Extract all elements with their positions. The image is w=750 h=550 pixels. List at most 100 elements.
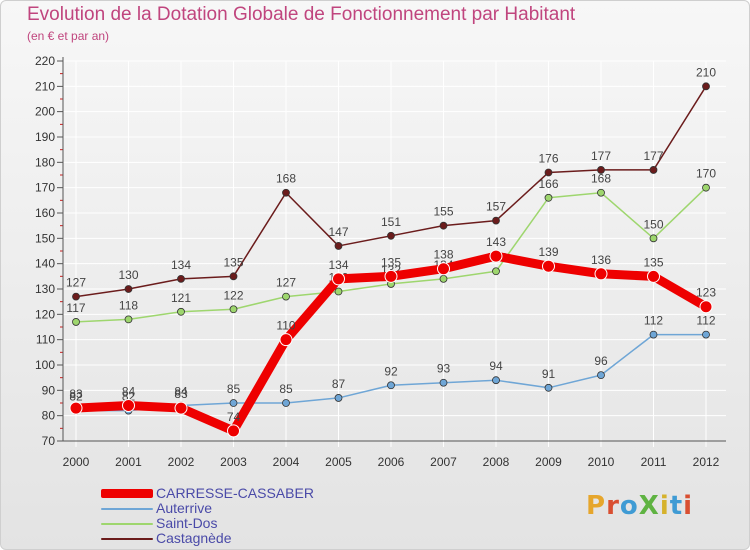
- x-tick-label: 2010: [588, 455, 615, 469]
- data-label-castagnede: 210: [696, 65, 716, 79]
- data-label-carresse-cassaber: 139: [538, 245, 558, 259]
- data-label-saint-dos: 117: [66, 301, 85, 315]
- y-tick-label: 220: [35, 54, 55, 68]
- y-tick-label: 160: [35, 206, 55, 220]
- data-point-saint-dos: [229, 305, 238, 314]
- data-point-carresse-cassaber: [332, 272, 345, 286]
- y-tick-label: 100: [35, 358, 55, 372]
- y-tick-label: 200: [35, 105, 55, 119]
- legend-swatch: [101, 508, 153, 510]
- data-label-saint-dos: 168: [591, 172, 611, 186]
- data-label-castagnede: 130: [118, 268, 138, 282]
- data-label-carresse-cassaber: 138: [433, 248, 453, 262]
- legend-label: CARRESSE-CASSABER: [156, 485, 314, 501]
- data-label-castagnede: 177: [591, 149, 611, 163]
- data-label-carresse-cassaber: 83: [69, 387, 83, 401]
- data-point-carresse-cassaber: [174, 401, 188, 415]
- data-point-saint-dos: [177, 307, 185, 316]
- x-tick-label: 2008: [483, 455, 510, 469]
- data-point-castagnede: [649, 166, 658, 174]
- data-point-auterrive: [439, 378, 448, 387]
- y-tick-label: 150: [35, 231, 55, 245]
- data-point-castagnede: [334, 242, 343, 250]
- data-point-saint-dos: [439, 274, 448, 283]
- data-point-castagnede: [387, 231, 395, 240]
- data-point-castagnede: [282, 188, 290, 197]
- legend-item: CARRESSE-CASSABER: [101, 485, 401, 501]
- data-point-castagnede: [492, 216, 500, 225]
- y-tick-label: 90: [42, 383, 56, 397]
- logo-letter: t: [669, 491, 684, 521]
- data-point-saint-dos: [334, 287, 343, 296]
- data-label-castagnede: 157: [486, 200, 506, 214]
- data-label-carresse-cassaber: 143: [486, 235, 506, 249]
- x-tick-label: 2001: [115, 455, 142, 469]
- data-point-castagnede: [72, 292, 80, 301]
- data-point-saint-dos: [124, 315, 133, 324]
- data-point-castagnede: [597, 166, 605, 174]
- y-tick-label: 120: [35, 307, 55, 321]
- legend-swatch: [101, 538, 153, 540]
- logo-letter: i: [683, 491, 694, 521]
- data-label-carresse-cassaber: 135: [643, 255, 663, 269]
- legend-swatch: [101, 523, 153, 525]
- data-label-auterrive: 82: [69, 390, 83, 404]
- data-label-castagnede: 135: [223, 255, 243, 269]
- legend-swatch: [101, 489, 153, 498]
- data-point-auterrive: [229, 399, 238, 407]
- data-label-carresse-cassaber: 74: [227, 410, 241, 424]
- data-point-carresse-cassaber: [489, 249, 503, 263]
- data-label-castagnede: 168: [276, 172, 296, 186]
- data-point-carresse-cassaber: [647, 269, 660, 283]
- data-label-auterrive: 92: [384, 364, 398, 378]
- logo-letter: o: [619, 491, 639, 521]
- data-point-auterrive: [649, 330, 658, 339]
- legend-item: Saint-Dos: [101, 515, 401, 531]
- data-label-auterrive: 87: [332, 377, 346, 391]
- data-point-castagnede: [544, 168, 553, 177]
- x-tick-label: 2011: [641, 455, 667, 469]
- legend-label: Saint-Dos: [156, 515, 218, 531]
- x-tick-label: 2012: [693, 455, 720, 469]
- x-tick-label: 2005: [325, 455, 352, 469]
- data-point-carresse-cassaber: [384, 269, 398, 283]
- data-point-saint-dos: [597, 188, 605, 197]
- data-label-saint-dos: 150: [643, 217, 663, 231]
- data-label-saint-dos: 170: [696, 167, 716, 181]
- data-point-castagnede: [702, 82, 710, 91]
- data-label-castagnede: 134: [171, 258, 191, 272]
- logo-letter: P: [586, 491, 607, 521]
- data-point-carresse-cassaber: [279, 333, 293, 347]
- y-tick-label: 180: [35, 155, 55, 169]
- data-point-carresse-cassaber: [122, 399, 135, 413]
- legend-label: Auterrive: [156, 500, 213, 516]
- data-point-auterrive: [492, 376, 500, 385]
- data-label-carresse-cassaber: 83: [174, 387, 188, 401]
- data-point-saint-dos: [72, 318, 80, 326]
- data-label-castagnede: 127: [66, 276, 86, 290]
- data-label-auterrive: 85: [279, 382, 293, 396]
- chart-subtitle: (en € et par an): [27, 29, 110, 43]
- data-point-carresse-cassaber: [69, 401, 83, 415]
- data-label-auterrive: 96: [594, 354, 608, 368]
- data-label-saint-dos: 122: [223, 288, 243, 302]
- x-tick-label: 2003: [220, 455, 247, 469]
- data-point-carresse-cassaber: [437, 262, 450, 276]
- x-tick-label: 2009: [535, 455, 562, 469]
- data-label-auterrive: 94: [489, 359, 503, 373]
- data-label-auterrive: 112: [644, 314, 663, 328]
- data-label-carresse-cassaber: 134: [328, 258, 348, 272]
- data-point-auterrive: [334, 394, 343, 402]
- data-point-carresse-cassaber: [227, 424, 240, 438]
- y-tick-label: 140: [35, 257, 55, 271]
- x-tick-label: 2000: [63, 455, 90, 469]
- data-label-auterrive: 112: [696, 314, 715, 328]
- y-tick-label: 130: [35, 282, 55, 296]
- data-point-castagnede: [124, 285, 133, 293]
- y-tick-label: 190: [35, 130, 55, 144]
- y-tick-label: 80: [42, 409, 56, 423]
- legend-item: Castagnède: [101, 530, 401, 546]
- data-point-carresse-cassaber: [699, 300, 713, 314]
